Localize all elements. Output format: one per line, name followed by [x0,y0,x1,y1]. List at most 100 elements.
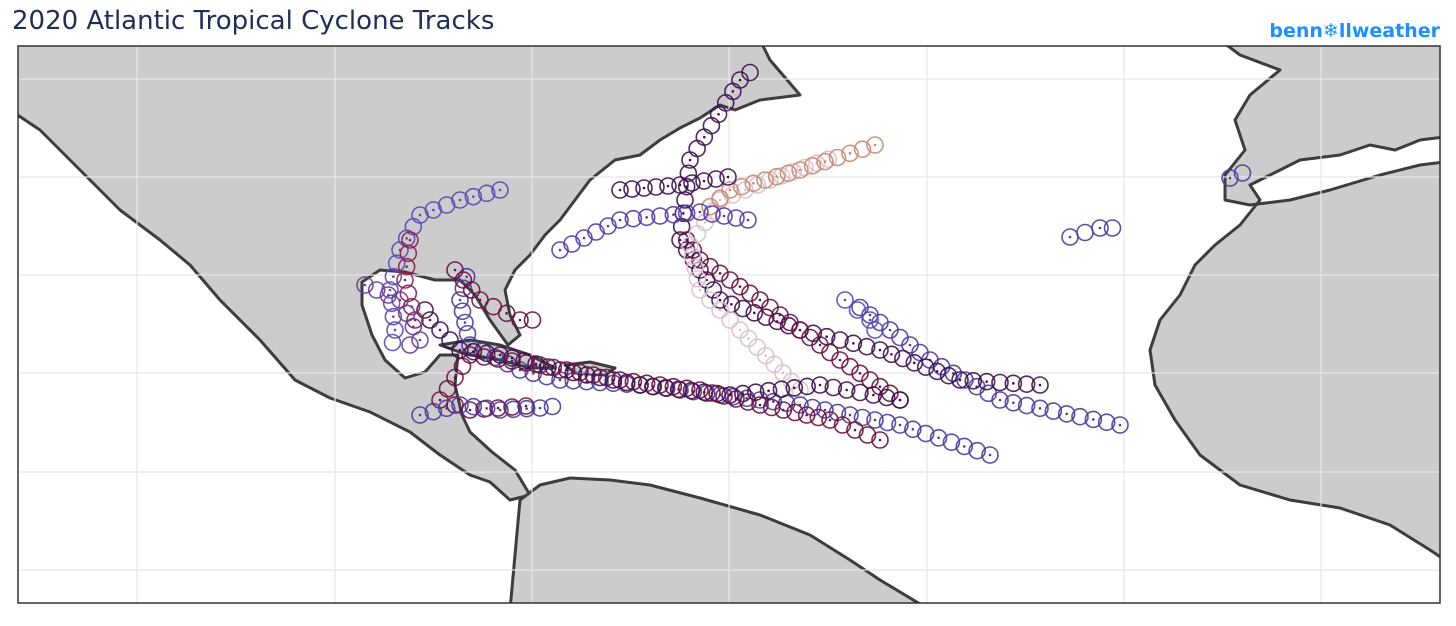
track-marker [1057,405,1076,423]
track-center [458,198,462,202]
track-marker [836,291,854,309]
track-marker [647,178,665,196]
track-marker [751,291,769,309]
track-marker [846,421,864,439]
track-marker [916,358,935,376]
track-marker [1233,164,1252,182]
track-marker [531,356,549,374]
track-marker [387,254,406,273]
track-marker [1031,376,1049,394]
track-center [682,212,685,215]
track-center [1038,383,1042,387]
track-center [496,406,500,410]
track-marker [611,371,629,389]
track-marker [577,372,596,391]
track-center [772,400,775,403]
track-center [1068,235,1072,239]
track-marker [491,181,509,199]
title: 2020 Atlantic Tropical Cyclone Tracks [12,6,495,36]
track-center [470,288,473,292]
track-center [505,312,508,315]
track-center [758,403,762,407]
track-marker [881,384,899,403]
track-center [678,183,682,187]
track-marker [851,298,869,317]
track-center [438,398,442,402]
track-center [873,143,877,147]
track-center [510,359,514,363]
track-marker [383,333,402,352]
track-marker [683,174,701,192]
track-marker [441,331,459,349]
track-center [767,389,770,393]
track-center [778,313,782,317]
track-marker [905,354,924,372]
track-marker [1111,416,1129,434]
track-center [764,354,768,358]
track-center [878,385,882,388]
track-center [937,436,940,440]
track-marker [866,136,884,154]
track-marker [756,171,774,189]
track-marker [1031,399,1049,418]
track-center [392,275,395,278]
storm-track [1221,164,1252,187]
track-marker [477,184,496,203]
track-marker [416,301,434,319]
track-center [485,407,488,410]
track-center [693,266,697,269]
track-marker [731,277,749,296]
track-marker [454,279,473,298]
track-marker [684,241,703,259]
track-center [828,418,832,422]
track-marker [396,271,414,289]
track-center [710,391,714,395]
track-center [463,321,467,324]
track-center [873,418,877,422]
track-center [666,184,670,188]
track-center [618,218,622,222]
track-marker [464,187,483,206]
track-center [538,363,542,367]
track-marker [968,441,986,460]
track-marker [866,321,884,339]
track-marker [511,311,529,329]
track-marker [517,354,535,372]
brand-logo: benn❄llweather [1269,20,1440,42]
track-center [958,378,962,382]
track-center [752,182,755,185]
track-center [398,298,402,302]
track-marker [708,384,726,403]
track-center [962,445,966,448]
track-marker [929,429,948,447]
track-marker [686,258,704,277]
track-marker [831,331,849,349]
track-marker [844,334,863,353]
track-marker [841,357,859,376]
track-center [738,328,742,332]
track-marker [523,311,542,329]
track-marker [882,345,901,364]
track-marker [765,355,784,374]
track-marker [877,388,896,407]
track-center [853,428,857,432]
track-marker [503,398,521,416]
track-marker [878,413,897,432]
track-center [412,325,415,328]
track-center [805,413,808,417]
track-center [387,293,390,297]
track-center [468,408,472,412]
track-center [898,398,902,402]
track-marker [732,177,751,196]
track-marker [677,379,696,398]
track-center [878,348,882,352]
track-marker [739,393,757,411]
track-marker [803,157,822,175]
track-marker [489,350,507,368]
track-marker [739,211,757,229]
track-center [565,368,568,372]
track-center [782,408,785,412]
track-marker [659,177,677,195]
track-center [388,288,392,292]
